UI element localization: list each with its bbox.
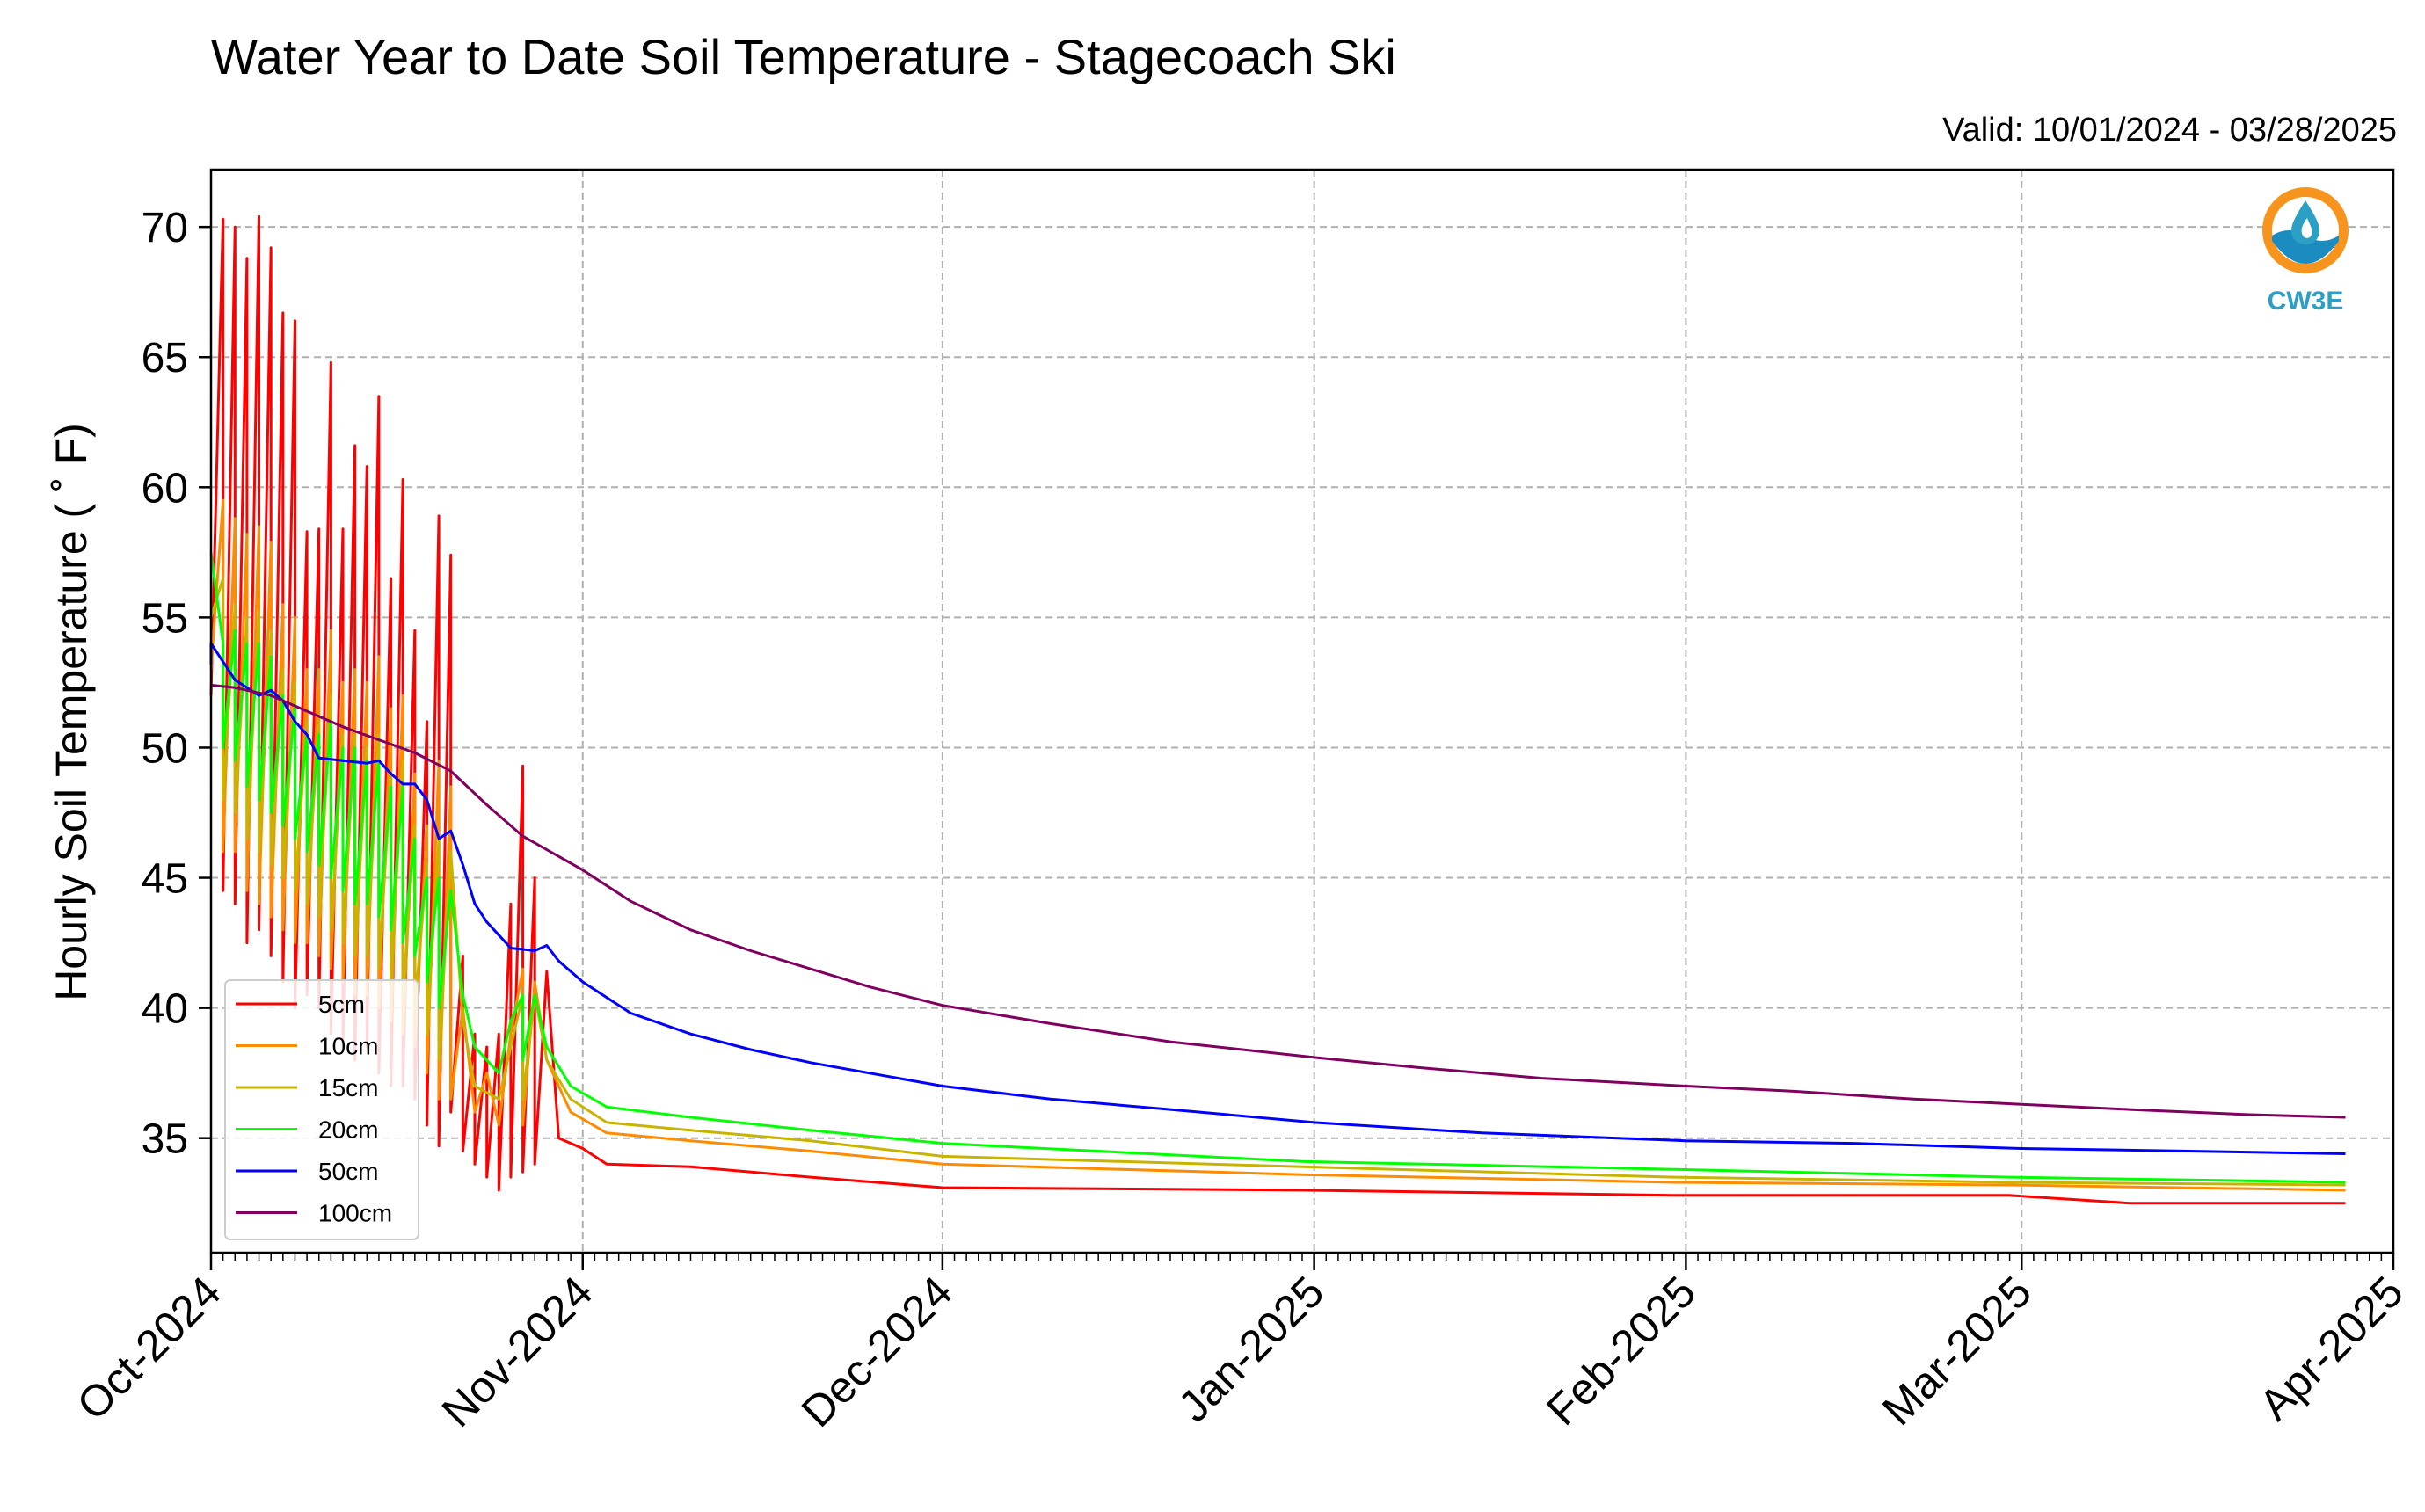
y-tick-label: 50 [142, 725, 188, 772]
flame-icon [2301, 218, 2312, 238]
grid [211, 170, 2393, 1253]
legend: 5cm 10cm 15cm 20cm 50cm 100cm [224, 979, 419, 1240]
y-tick-label: 35 [142, 1116, 188, 1163]
y-tick-label: 65 [142, 335, 188, 382]
legend-label-10cm: 10cm [318, 1033, 378, 1060]
legend-label-15cm: 15cm [318, 1074, 378, 1101]
legend-label-5cm: 5cm [318, 991, 365, 1018]
y-tick-labels: 35 40 45 50 55 60 65 70 [142, 205, 188, 1163]
series-line-20cm [209, 552, 2346, 1184]
axes [199, 168, 2395, 1270]
y-tick-label: 55 [142, 595, 188, 642]
series-line-100cm [210, 683, 2346, 1119]
legend-label-20cm: 20cm [318, 1116, 378, 1144]
cw3e-logo: CW3E [2262, 187, 2349, 316]
y-tick-label: 45 [142, 856, 188, 903]
chart-subtitle: Valid: 10/01/2024 - 03/28/2025 [1942, 112, 2397, 149]
series-line-5cm [209, 214, 2346, 1205]
y-tick-label: 60 [142, 465, 188, 512]
legend-label-50cm: 50cm [318, 1158, 378, 1185]
logo-text: CW3E [2268, 287, 2344, 316]
series-lines [209, 214, 2346, 1205]
y-axis-label: Hourly Soil Temperature ( ˚ F) [47, 423, 96, 1001]
y-tick-label: 70 [142, 205, 188, 251]
legend-label-100cm: 100cm [318, 1200, 392, 1227]
chart-title: Water Year to Date Soil Temperature - St… [211, 29, 1396, 84]
y-tick-label: 40 [142, 986, 188, 1033]
logo-wave-band [2272, 230, 2339, 264]
